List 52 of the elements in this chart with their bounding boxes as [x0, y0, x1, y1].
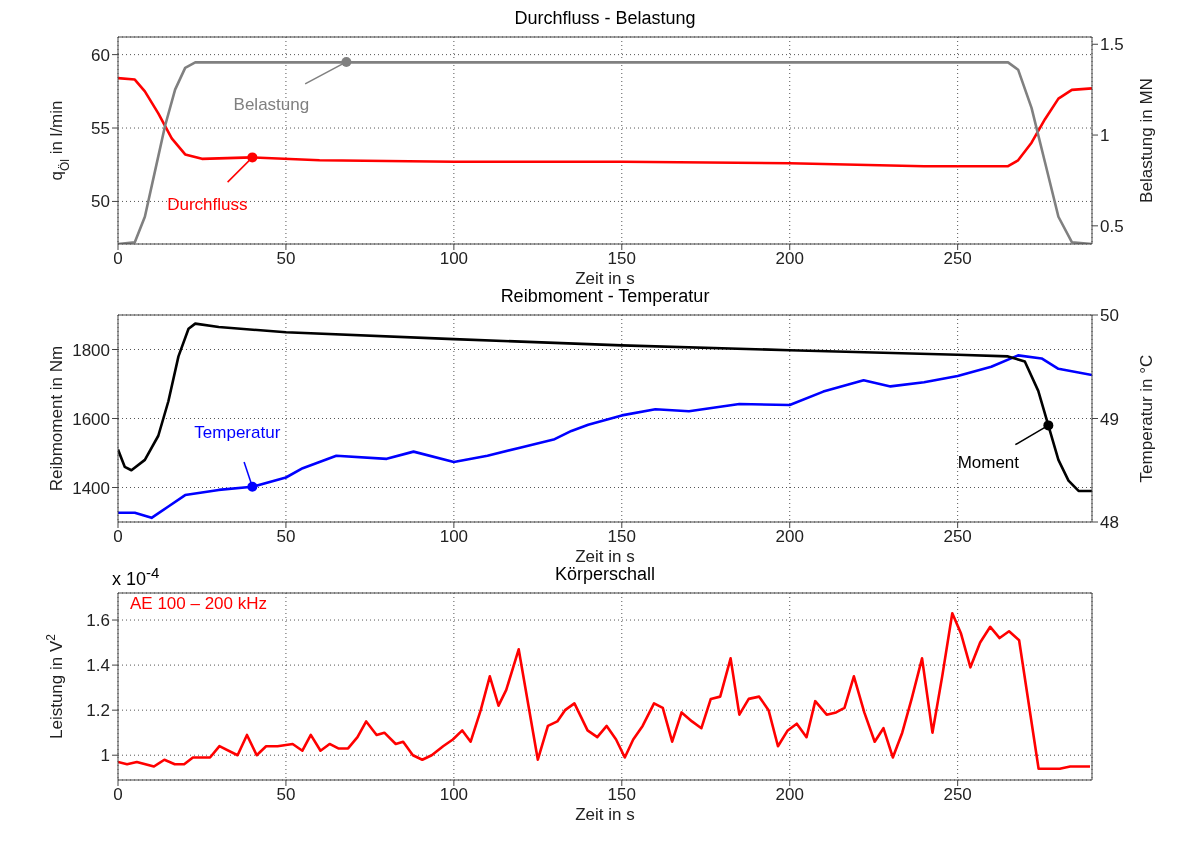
annotation: Moment: [957, 453, 1020, 473]
y2-tick-label: 50: [1100, 306, 1119, 326]
x-tick-label: 100: [439, 527, 469, 547]
y-tick-label: 1800: [72, 340, 110, 360]
y2-tick-label: 48: [1100, 513, 1119, 533]
y2-axis-title: Belastung in MN: [1137, 78, 1156, 203]
x-axis-title: Zeit in s: [575, 269, 635, 288]
x-tick-label: 50: [276, 785, 296, 805]
y-tick-label: 1.6: [86, 611, 110, 631]
x-tick-label: 200: [775, 527, 804, 547]
x-tick-label: 0: [113, 785, 123, 805]
annotation: Durchfluss: [167, 195, 248, 215]
text: AE 100 – 200 kHz: [130, 594, 268, 614]
y-tick-label: 1400: [72, 478, 110, 498]
x-tick-label: 250: [943, 785, 972, 805]
y-tick-label: 1.2: [86, 701, 110, 721]
y2-axis-title: Temperatur in °C: [1137, 354, 1156, 483]
x-tick-label: 0: [113, 249, 123, 269]
y2-tick-label: 0.5: [1100, 216, 1124, 236]
x-tick-label: 100: [439, 785, 469, 805]
x-axis-title: Zeit in s: [575, 547, 635, 566]
line-series: [118, 322, 1092, 493]
y2-tick-label: 1.5: [1100, 35, 1124, 55]
y-tick-label: 1600: [72, 409, 110, 429]
chart-title: Reibmoment - Temperatur: [499, 286, 711, 307]
x-tick-label: 250: [943, 249, 972, 269]
y-tick-label: 55: [91, 119, 110, 139]
x-tick-label: 150: [607, 785, 636, 805]
x-tick-label: 200: [775, 249, 804, 269]
y-tick-label: 60: [91, 45, 110, 65]
line-series: [118, 76, 1092, 168]
text: x 10$^{-4}$: [112, 564, 160, 590]
chart-title: Körperschall: [554, 564, 656, 584]
x-axis-title: Zeit in s: [575, 805, 635, 824]
chart-title: Durchfluss - Belastung: [513, 8, 697, 29]
y-axis-title: Reibmoment in Nm: [47, 345, 66, 492]
annotation: Belastung: [233, 94, 310, 114]
y-tick-label: 1.4: [86, 656, 110, 676]
y-tick-label: 50: [91, 192, 110, 212]
x-tick-label: 50: [276, 527, 296, 547]
line-series: [118, 611, 1092, 771]
x-tick-label: 50: [276, 249, 296, 269]
x-tick-label: 200: [775, 785, 804, 805]
y-tick-label: 1: [100, 746, 110, 766]
y2-tick-label: 49: [1100, 409, 1119, 429]
x-tick-label: 150: [607, 249, 636, 269]
y2-tick-label: 1: [1100, 126, 1110, 146]
x-tick-label: 100: [439, 249, 469, 269]
annotation: Temperatur: [194, 422, 281, 442]
x-tick-label: 150: [607, 527, 636, 547]
x-tick-label: 0: [113, 527, 123, 547]
x-tick-label: 250: [943, 527, 972, 547]
